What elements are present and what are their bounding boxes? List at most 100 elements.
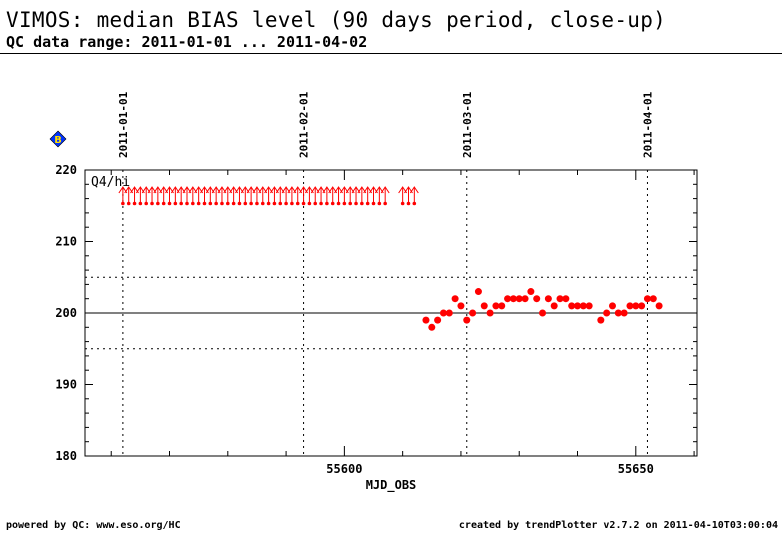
badge-icon: B xyxy=(49,130,67,148)
outlier-arrow xyxy=(194,186,204,206)
data-point xyxy=(515,295,523,303)
footer-created-by: created by trendPlotter v2.7.2 on 2011-0… xyxy=(458,520,778,531)
outlier-arrow xyxy=(182,186,192,206)
outlier-dot xyxy=(243,201,248,206)
y-tick-label: 180 xyxy=(55,449,77,463)
outlier-dot xyxy=(237,201,242,206)
outlier-dot xyxy=(301,201,306,206)
outlier-arrow xyxy=(165,186,174,206)
data-point xyxy=(626,302,634,310)
data-point xyxy=(457,302,465,310)
grid-layer: 2011-01-01 2011-02-01 2011-03-01 2011-04-01 xyxy=(85,91,697,456)
data-point xyxy=(504,295,512,303)
date-marker-label: 2011-01-01 xyxy=(117,91,130,158)
page-subtitle: QC data range: 2011-01-01 ... 2011-04-02 xyxy=(6,33,368,51)
outlier-arrow xyxy=(304,186,314,206)
outlier-dot xyxy=(231,201,236,206)
outlier-arrow xyxy=(135,186,145,206)
outlier-dot xyxy=(307,201,312,206)
outlier-arrow xyxy=(211,186,221,206)
outlier-dot xyxy=(406,201,411,206)
outlier-arrow xyxy=(287,186,297,206)
outlier-arrow xyxy=(357,186,367,206)
outlier-dot xyxy=(330,201,335,206)
date-marker-label: 2011-04-01 xyxy=(641,91,654,158)
outlier-arrow xyxy=(316,186,326,206)
outlier-dot xyxy=(383,201,387,206)
data-point xyxy=(474,288,482,296)
data-point xyxy=(463,316,471,324)
outlier-arrow xyxy=(369,186,378,206)
outlier-dot xyxy=(132,201,137,206)
outlier-arrow xyxy=(141,186,151,206)
outlier-arrow xyxy=(310,186,320,206)
outlier-arrow xyxy=(270,186,279,206)
outlier-dot xyxy=(173,201,178,206)
data-point xyxy=(585,302,593,310)
outlier-dot xyxy=(371,201,376,206)
data-point xyxy=(638,302,646,310)
data-point xyxy=(649,295,657,303)
outlier-dot xyxy=(150,201,154,206)
outlier-arrow xyxy=(252,186,262,206)
outlier-arrow xyxy=(409,186,419,206)
outlier-dot xyxy=(365,201,370,206)
outlier-dot xyxy=(208,201,213,206)
outlier-arrow-head xyxy=(409,186,419,194)
outlier-arrow xyxy=(258,186,268,206)
outlier-arrow xyxy=(153,186,163,206)
x-tick-label: 55650 xyxy=(618,462,654,476)
y-tick-label: 210 xyxy=(55,235,77,249)
data-point xyxy=(439,309,447,317)
outlier-arrow xyxy=(176,186,186,206)
outlier-arrow xyxy=(229,186,239,206)
outlier-dot xyxy=(266,201,271,206)
outlier-dot xyxy=(196,201,201,206)
outlier-dot xyxy=(295,201,300,206)
outlier-dot xyxy=(290,201,294,206)
data-point xyxy=(434,316,442,324)
outlier-dot xyxy=(342,201,347,206)
data-point xyxy=(422,316,430,324)
data-point xyxy=(632,302,640,310)
outlier-arrow xyxy=(200,186,209,206)
outlier-arrow xyxy=(147,186,157,206)
outlier-dot xyxy=(191,201,195,206)
data-point xyxy=(492,302,500,310)
outlier-dot xyxy=(400,201,405,206)
y-tick-label: 220 xyxy=(55,163,77,177)
x-tick-label: 55600 xyxy=(326,462,362,476)
data-point xyxy=(509,295,517,303)
data-point xyxy=(614,309,622,317)
data-point xyxy=(544,295,552,303)
data-point xyxy=(550,302,558,310)
data-point xyxy=(527,288,535,296)
data-point xyxy=(603,309,611,317)
data-point xyxy=(574,302,582,310)
outlier-dot xyxy=(202,201,207,206)
x-axis-label: MJD_OBS xyxy=(366,478,417,493)
outlier-dot xyxy=(126,201,131,206)
data-point xyxy=(486,309,494,317)
outlier-dot xyxy=(255,201,259,206)
data-point xyxy=(556,295,564,303)
outlier-dot xyxy=(249,201,253,206)
outlier-arrow xyxy=(374,186,384,206)
outlier-dot xyxy=(167,201,172,206)
outlier-arrow xyxy=(170,186,180,206)
outlier-arrow xyxy=(281,186,291,206)
data-point xyxy=(655,302,663,310)
page-title: VIMOS: median BIAS level (90 days period… xyxy=(6,8,667,32)
outlier-arrow xyxy=(246,186,256,206)
outlier-arrow xyxy=(217,186,227,206)
outlier-dot xyxy=(360,201,364,206)
outlier-dot xyxy=(412,201,417,206)
outlier-dot xyxy=(144,201,148,206)
outlier-arrow xyxy=(345,186,355,206)
outlier-arrow-head xyxy=(380,186,390,194)
outlier-arrow xyxy=(188,186,198,206)
outlier-dot xyxy=(272,201,277,206)
outlier-dot xyxy=(226,201,230,206)
data-point xyxy=(608,302,616,310)
date-marker-label: 2011-02-01 xyxy=(298,91,311,158)
